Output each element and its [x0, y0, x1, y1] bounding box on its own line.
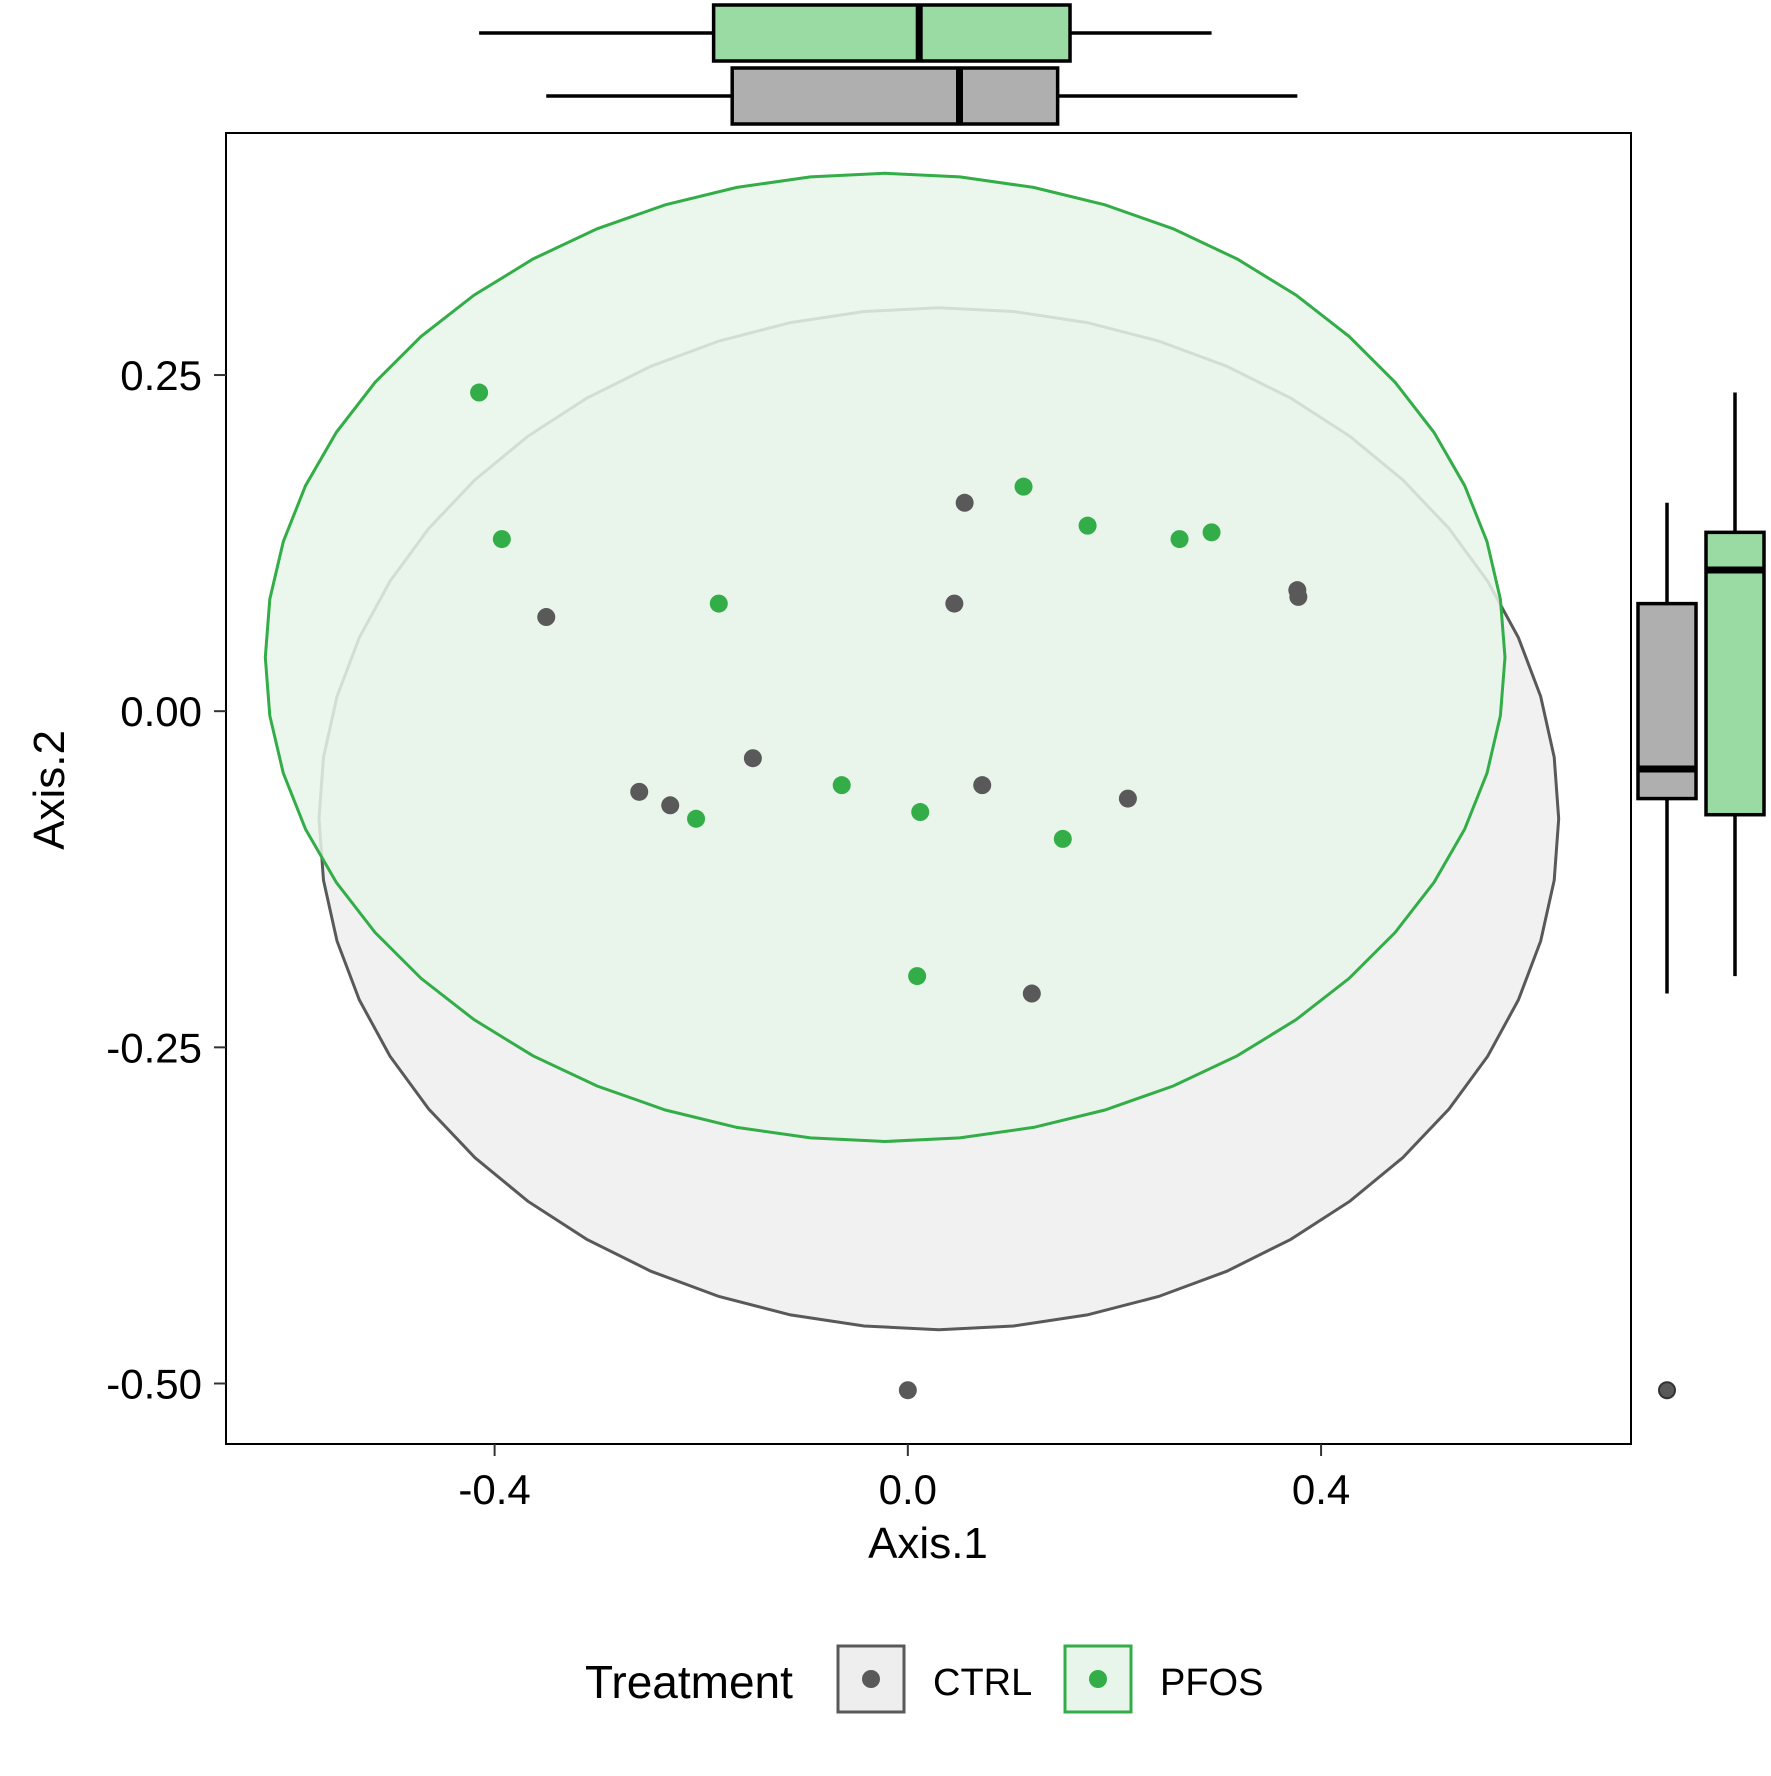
- point-pfos-8: [1014, 477, 1033, 496]
- y-tick-label: -0.25: [106, 1024, 202, 1071]
- legend-title: Treatment: [585, 1656, 793, 1708]
- point-pfos-11: [1170, 530, 1189, 549]
- point-pfos-9: [1053, 829, 1072, 848]
- y-tick-label: -0.50: [106, 1360, 202, 1407]
- point-ctrl-4: [743, 749, 762, 768]
- point-ctrl-10: [1118, 789, 1137, 808]
- legend-marker-ctrl: [862, 1670, 880, 1688]
- point-pfos-4: [709, 594, 728, 613]
- confidence-ellipses: [263, 171, 1561, 1332]
- point-pfos-5: [832, 776, 851, 795]
- point-pfos-10: [1078, 516, 1097, 535]
- y-tick-label: 0.00: [120, 688, 202, 735]
- point-pfos-7: [911, 803, 930, 822]
- point-pfos-12: [1202, 523, 1221, 542]
- legend-marker-pfos: [1089, 1670, 1107, 1688]
- right-box-pfos: [1704, 530, 1766, 817]
- point-ctrl-9: [1022, 984, 1041, 1003]
- point-ctrl-12: [1289, 587, 1308, 606]
- top-marginal-boxplots: [479, 3, 1298, 126]
- legend-label-pfos: PFOS: [1160, 1662, 1263, 1704]
- right-marginal-boxplots: [1636, 392, 1766, 1400]
- y-tick-label: 0.25: [120, 352, 202, 399]
- top-box-pfos: [711, 3, 1072, 63]
- point-ctrl-3: [661, 796, 680, 815]
- point-pfos-6: [908, 967, 927, 986]
- point-ctrl-2: [630, 782, 649, 801]
- legend-item-ctrl: CTRL: [836, 1644, 1032, 1714]
- point-ctrl-5: [898, 1381, 917, 1400]
- x-axis-title: Axis.1: [868, 1519, 988, 1568]
- x-tick-label: 0.0: [879, 1466, 937, 1513]
- legend: Treatment CTRL PFOS: [585, 1644, 1263, 1714]
- point-ctrl-6: [945, 594, 964, 613]
- x-tick-label: -0.4: [458, 1466, 530, 1513]
- top-box-ctrl: [730, 66, 1060, 126]
- y-axis-title: Axis.2: [25, 730, 74, 850]
- legend-item-pfos: PFOS: [1063, 1644, 1263, 1714]
- plot-panel-border: [225, 132, 1632, 1445]
- x-tick-label: 0.4: [1292, 1466, 1350, 1513]
- point-ctrl-8: [973, 776, 992, 795]
- point-ctrl-1: [537, 608, 556, 627]
- point-ctrl-7: [955, 493, 974, 512]
- legend-label-ctrl: CTRL: [933, 1662, 1032, 1704]
- point-pfos-3: [687, 809, 706, 828]
- axes: -0.4 0.0 0.4 -0.50 -0.25 0.00 0.25: [106, 352, 1350, 1513]
- point-pfos-2: [492, 530, 511, 549]
- scatter-points: [470, 383, 1308, 1400]
- point-pfos-1: [470, 383, 489, 402]
- right-outlier-ctrl-1: [1658, 1381, 1676, 1400]
- ellipse-pfos: [263, 171, 1507, 1144]
